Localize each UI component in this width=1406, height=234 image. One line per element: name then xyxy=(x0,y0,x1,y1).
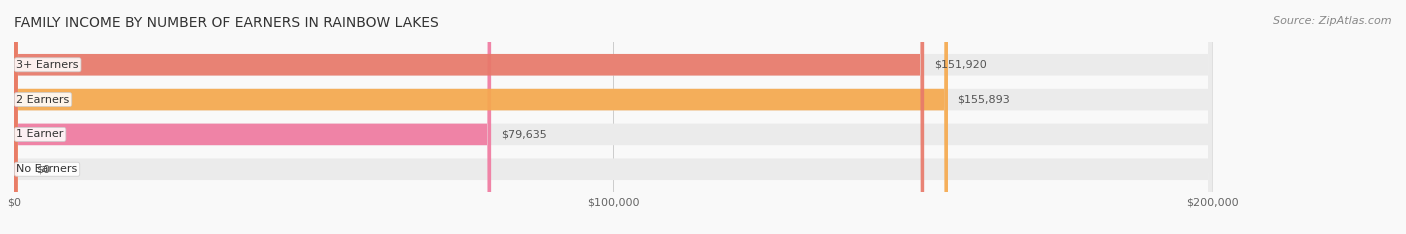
FancyBboxPatch shape xyxy=(14,0,948,234)
FancyBboxPatch shape xyxy=(14,0,1212,234)
FancyBboxPatch shape xyxy=(14,0,1212,234)
Text: $151,920: $151,920 xyxy=(934,60,987,70)
Text: No Earners: No Earners xyxy=(17,164,77,174)
FancyBboxPatch shape xyxy=(14,0,1212,234)
Text: Source: ZipAtlas.com: Source: ZipAtlas.com xyxy=(1274,16,1392,26)
Text: 3+ Earners: 3+ Earners xyxy=(17,60,79,70)
Text: $79,635: $79,635 xyxy=(501,129,547,139)
FancyBboxPatch shape xyxy=(14,0,491,234)
Text: 1 Earner: 1 Earner xyxy=(17,129,63,139)
FancyBboxPatch shape xyxy=(14,0,924,234)
FancyBboxPatch shape xyxy=(14,0,1212,234)
Text: $155,893: $155,893 xyxy=(957,95,1011,105)
Text: $0: $0 xyxy=(35,164,49,174)
Text: FAMILY INCOME BY NUMBER OF EARNERS IN RAINBOW LAKES: FAMILY INCOME BY NUMBER OF EARNERS IN RA… xyxy=(14,16,439,30)
Text: 2 Earners: 2 Earners xyxy=(17,95,70,105)
